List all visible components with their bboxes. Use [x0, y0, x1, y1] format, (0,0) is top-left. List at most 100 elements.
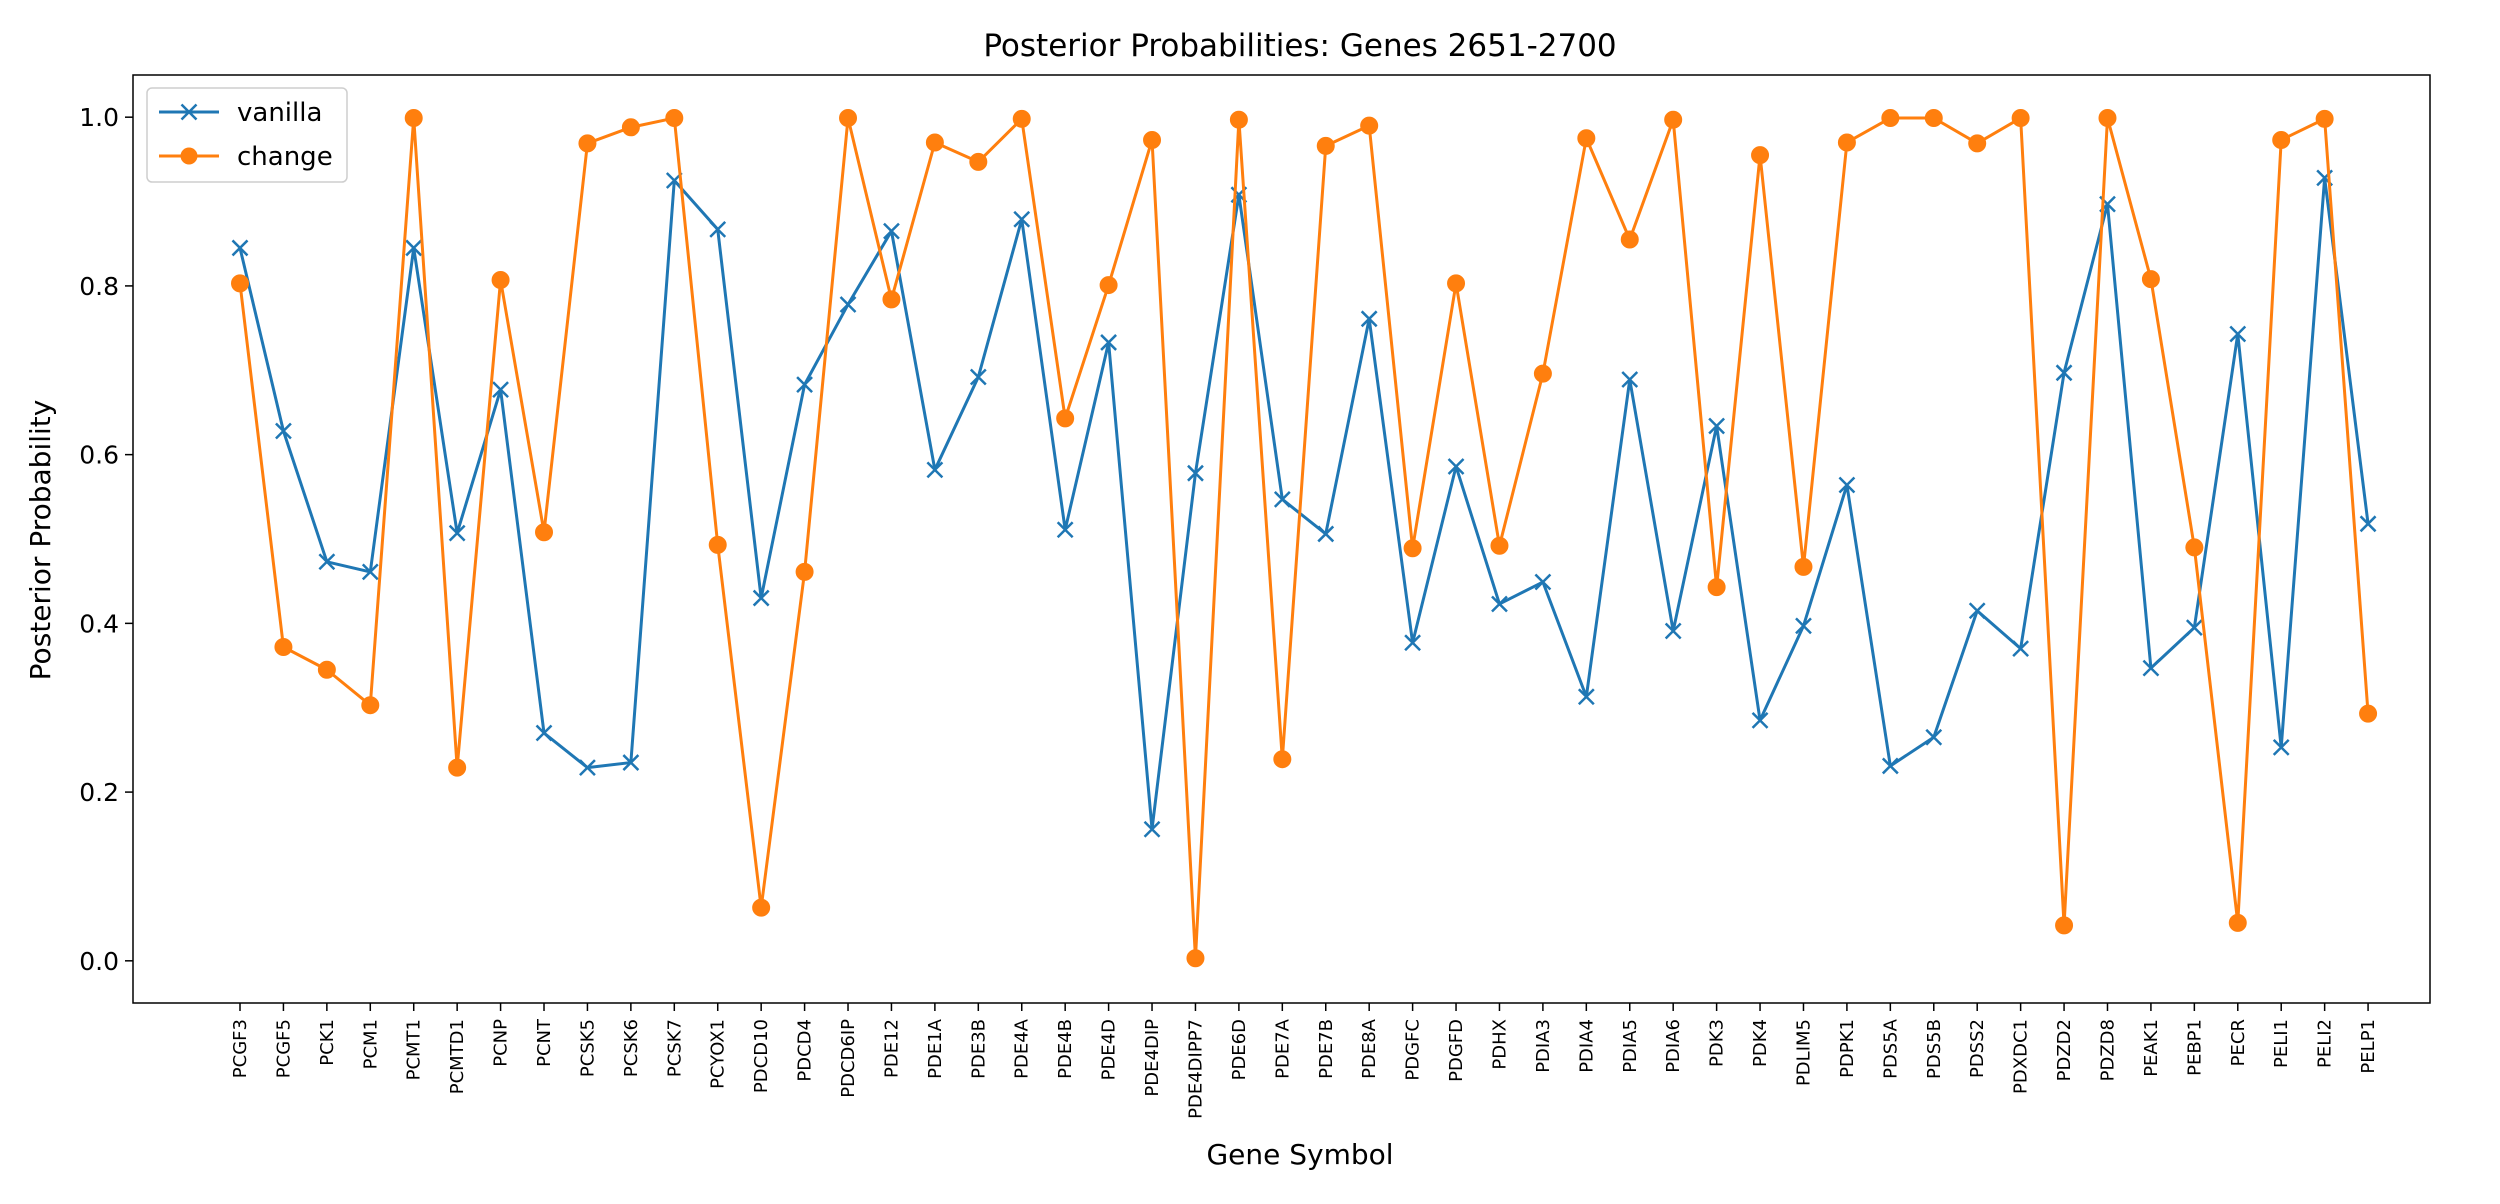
x-tick-label: PEBP1 — [2184, 1019, 2205, 1076]
data-point-vanilla — [883, 222, 900, 240]
x-tick-label: PCMTD1 — [447, 1019, 468, 1094]
data-point-change — [1533, 364, 1552, 383]
x-tick-label: PDLIM5 — [1793, 1019, 1814, 1086]
y-tick-label: 0.2 — [79, 778, 119, 807]
x-tick-label: PDS5B — [1924, 1019, 1945, 1079]
data-point-change — [317, 660, 336, 679]
x-tick-label: PCK1 — [317, 1019, 338, 1066]
data-point-vanilla — [1881, 757, 1899, 775]
data-point-change — [231, 274, 249, 293]
data-point-vanilla — [1143, 820, 1161, 838]
data-point-change — [2272, 130, 2291, 149]
x-tick-label: PDE4DIP — [1142, 1019, 1163, 1097]
legend-label-vanilla: vanilla — [237, 98, 322, 128]
x-tick-label: PDK3 — [1707, 1019, 1728, 1067]
x-tick-label: PDE7B — [1316, 1019, 1337, 1079]
data-point-change — [2359, 704, 2378, 723]
data-point-change — [1490, 536, 1509, 555]
x-tick-label: PCNP — [491, 1019, 512, 1067]
data-point-change — [1012, 109, 1031, 128]
y-tick-label: 0.6 — [79, 441, 119, 470]
data-point-vanilla — [926, 461, 944, 479]
data-point-vanilla — [622, 754, 640, 771]
data-point-change — [535, 523, 554, 542]
x-tick-label: PDE12 — [881, 1019, 902, 1078]
x-tick-label: PDS5A — [1880, 1018, 1901, 1079]
y-tick-label: 0.4 — [79, 609, 119, 638]
x-tick-label: PCGF3 — [230, 1019, 251, 1078]
x-tick-label: PDCD6IP — [838, 1019, 859, 1098]
x-tick-label: PCSK6 — [621, 1019, 642, 1077]
x-tick-label: PDE4B — [1055, 1019, 1076, 1079]
x-tick-label: PDE4DIPP7 — [1185, 1019, 1206, 1119]
data-point-change — [1577, 129, 1596, 148]
data-point-vanilla — [752, 589, 770, 607]
data-point-vanilla — [492, 381, 509, 399]
data-point-change — [969, 152, 988, 171]
x-tick-label: PCM1 — [360, 1019, 381, 1069]
x-tick-label: PDE6D — [1229, 1019, 1250, 1080]
data-point-change — [708, 535, 727, 554]
data-point-change — [1273, 750, 1292, 769]
data-point-vanilla — [839, 296, 857, 313]
x-tick-label: PCGF5 — [273, 1019, 294, 1078]
data-point-vanilla — [275, 422, 292, 440]
x-tick-label: PDE1A — [925, 1018, 946, 1079]
plot-frame — [132, 74, 2431, 1004]
data-point-vanilla — [1751, 711, 1769, 729]
data-point-vanilla — [318, 553, 336, 571]
x-axis-label: Gene Symbol — [1206, 1138, 1393, 1171]
data-point-change — [274, 637, 293, 656]
x-tick-label: PDE8A — [1359, 1018, 1380, 1079]
x-tick-label: PDCD4 — [795, 1019, 816, 1082]
data-point-change — [1099, 276, 1118, 295]
x-tick-label: PCSK5 — [577, 1019, 598, 1077]
data-point-change — [1620, 230, 1639, 249]
legend-label-change: change — [237, 142, 333, 172]
data-point-vanilla — [1273, 490, 1291, 508]
data-point-vanilla — [2229, 325, 2247, 343]
data-point-vanilla — [1056, 521, 1074, 539]
data-point-change — [2185, 538, 2204, 557]
data-point-change — [404, 109, 423, 128]
x-tick-label: PDHX — [1489, 1019, 1510, 1070]
data-point-vanilla — [1404, 634, 1421, 652]
data-point-change — [1316, 136, 1335, 155]
data-point-change — [752, 898, 771, 917]
data-point-change — [1229, 110, 1248, 129]
data-point-change — [795, 562, 814, 581]
data-point-change — [665, 109, 684, 128]
x-tick-label: PCNT — [534, 1018, 555, 1067]
data-point-vanilla — [1708, 417, 1726, 435]
series-line-vanilla — [238, 176, 2370, 831]
data-point-vanilla — [1925, 728, 1943, 746]
x-tick-label: PDXDC1 — [2011, 1019, 2032, 1094]
x-tick-label: PDZD8 — [2097, 1019, 2118, 1081]
data-point-change — [839, 109, 858, 128]
series-line-change — [238, 116, 2370, 960]
x-tick-label: PECR — [2228, 1019, 2249, 1066]
x-tick-label: PCMT1 — [404, 1019, 425, 1080]
data-point-vanilla — [796, 376, 813, 393]
data-point-change — [1837, 133, 1856, 152]
x-tick-label: PELI1 — [2271, 1019, 2292, 1068]
data-point-vanilla — [1187, 464, 1204, 482]
data-point-vanilla — [448, 524, 466, 542]
x-tick-label: PDE4D — [1099, 1019, 1120, 1080]
data-point-change — [1143, 130, 1162, 149]
data-point-vanilla — [1577, 688, 1595, 706]
data-point-change — [578, 134, 597, 153]
data-point-change — [2141, 270, 2160, 289]
x-tick-label: PDE7A — [1272, 1018, 1293, 1079]
x-tick-label: PELI2 — [2315, 1019, 2336, 1068]
data-point-change — [2228, 913, 2247, 932]
data-point-vanilla — [1013, 210, 1031, 228]
x-tick-label: PDK4 — [1750, 1019, 1771, 1067]
data-point-vanilla — [361, 563, 379, 581]
data-point-change — [2055, 916, 2074, 935]
data-point-change — [1403, 539, 1422, 558]
x-tick-label: PDIA3 — [1533, 1019, 1554, 1073]
data-point-change — [1968, 134, 1987, 153]
x-tick-label: PDGFC — [1403, 1019, 1424, 1081]
